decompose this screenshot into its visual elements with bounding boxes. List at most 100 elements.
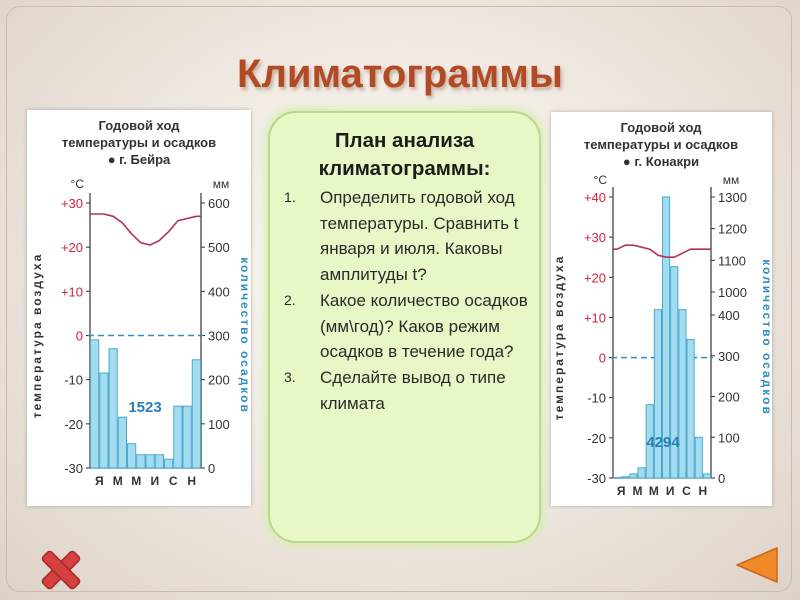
chart-title-line: Годовой ход [99,118,181,133]
precip-tick-label: 300 [208,329,230,344]
precip-tick-label: 0 [208,461,215,476]
precipitation-bar [136,454,146,469]
temp-tick-label: +20 [61,240,83,255]
precipitation-bar [99,372,109,469]
temp-tick-label: +40 [584,190,606,205]
precipitation-bar [127,443,137,469]
month-label: М [113,474,123,488]
precip-axis-title: количество осадков [760,259,772,416]
precip-tick-label: 100 [718,430,740,445]
temp-tick-label: -20 [64,417,83,432]
climatogram-conakry-svg: Годовой ход температуры и осадков ● г. Кон… [552,120,772,498]
temp-tick-label: -30 [64,461,83,476]
close-x-icon[interactable] [38,548,84,592]
month-label: М [633,484,643,498]
plan-item-text: Определить годовой ход температуры. Срав… [320,188,519,285]
precip-tick-label: 300 [718,349,740,364]
precipitation-bar [173,405,183,469]
precip-tick-label: 0 [718,471,725,486]
precipitation-bar [702,473,711,479]
month-label: Н [698,484,707,498]
precipitation-bar [653,309,663,479]
precipitation-bar [182,405,192,469]
plan-item-text: Сделайте вывод о типе климата [320,367,506,413]
precip-tick-label: 1000 [718,285,747,300]
precipitation-bar [645,404,654,479]
precipitation-bar [670,266,679,479]
precip-tick-label: 500 [208,240,230,255]
month-label: М [131,474,141,488]
temp-tick-label: +30 [584,230,606,245]
month-label: И [666,484,675,498]
precipitation-bar [621,476,630,479]
precip-tick-label: 1300 [718,190,747,205]
chart-title-line: температуры и осадков [584,137,738,152]
climatogram-beira: Годовой ход температуры и осадков ● г. Бей… [27,110,251,506]
annual-precipitation-total: 4294 [646,434,680,451]
precip-axis-title: количество осадков [238,257,251,414]
month-label: Я [617,484,626,498]
chart-title-line: ● г. Конакри [623,154,699,169]
plan-title-line1: План анализа [334,129,475,152]
annual-precipitation-total: 1523 [128,399,161,416]
temp-axis-title: температура воздуха [552,255,566,421]
plan-item-text: Какое количество осадков (мм\год)? Каков… [320,290,528,362]
plan-item: 3. Сделайте вывод о типе климата [284,365,534,416]
precip-tick-label: 600 [208,196,230,211]
temp-tick-label: +20 [584,270,606,285]
plan-list: 1. Определить годовой ход температуры. Ср… [284,185,534,416]
temp-unit-label: °C [71,177,85,191]
month-label: Н [187,474,196,488]
precip-tick-label: 1200 [718,222,747,237]
precipitation-bar [90,339,100,469]
climatogram-conakry: Годовой ход температуры и осадков ● г. Кон… [551,112,772,506]
plan-title-line2: климатограммы: [318,157,491,180]
precip-unit-label: мм [213,177,230,191]
temp-tick-label: -30 [587,471,606,486]
temp-axis-title: температура воздуха [30,253,44,419]
temp-tick-label: 0 [599,351,606,366]
month-label: М [649,484,659,498]
temp-tick-label: +10 [61,284,83,299]
temp-tick-label: -20 [587,431,606,446]
plan-item: 1. Определить годовой ход температуры. Ср… [284,185,534,288]
temperature-line [90,213,201,246]
plan-item-number: 1. [284,189,296,205]
precipitation-bar [694,436,703,479]
month-label: С [169,474,178,488]
precip-unit-label: мм [723,173,740,187]
precip-tick-label: 100 [208,417,230,432]
temp-tick-label: 0 [76,329,83,344]
temperature-line [613,244,711,258]
chart-title-line: ● г. Бейра [108,152,171,167]
temp-tick-label: +10 [584,310,606,325]
precipitation-bar [662,196,671,479]
precipitation-bar [191,359,201,469]
temp-tick-label: -10 [64,373,83,388]
precipitation-bar [164,458,174,469]
climatogram-beira-svg: Годовой ход температуры и осадков ● г. Бей… [30,118,251,488]
analysis-plan-box: План анализа климатограммы: 1. Определить… [268,111,541,543]
month-label: И [150,474,159,488]
precip-tick-label: 1100 [718,253,746,268]
plan-item-number: 2. [284,291,296,308]
temp-tick-label: -10 [587,391,606,406]
plan-item-number: 3. [284,368,296,385]
chart-title-line: температуры и осадков [62,135,216,150]
precipitation-bar [145,454,155,469]
precipitation-bar [117,416,127,469]
month-label: Я [95,474,104,488]
month-label: С [682,484,691,498]
precipitation-bar [678,309,687,479]
precip-tick-label: 400 [208,284,230,299]
plan-item: 2. Какое количество осадков (мм\год)? Как… [284,288,534,365]
temp-unit-label: °C [594,173,608,187]
next-arrow-icon[interactable] [733,545,781,585]
plan-title: План анализа климатограммы: [270,127,539,183]
slide-title: Климатограммы [237,52,563,96]
precipitation-bar [108,348,118,469]
temp-tick-label: +30 [61,196,83,211]
precipitation-bar [613,477,622,479]
precip-tick-label: 200 [208,373,230,388]
chart-title-line: Годовой ход [621,120,703,135]
